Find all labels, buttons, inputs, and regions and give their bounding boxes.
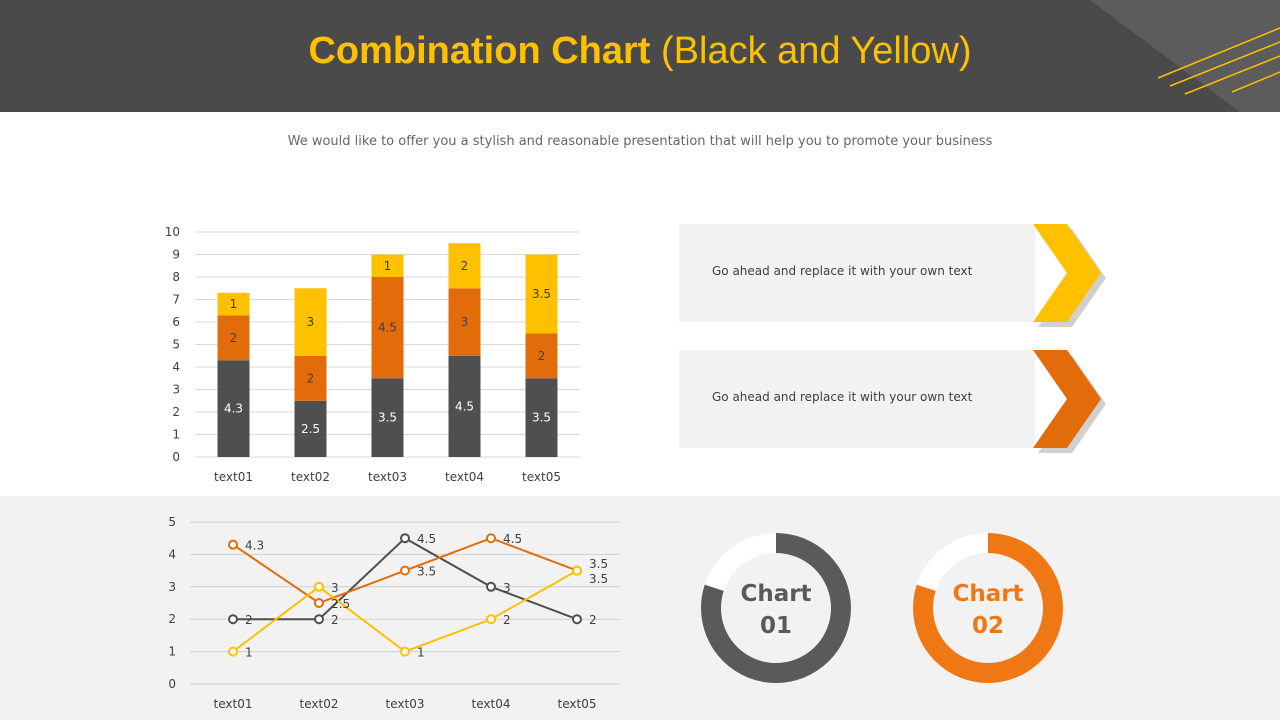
bar-data-label: 3.5 (532, 411, 551, 425)
chevron-yellow-icon (1033, 224, 1101, 322)
y-tick-label: 3 (172, 383, 180, 397)
bar-segment (448, 243, 481, 289)
bar-segment (294, 355, 327, 401)
bar-segment (448, 355, 481, 457)
y-tick-label: 4 (172, 360, 180, 374)
bar-data-label: 3 (461, 315, 469, 329)
y-tick-label: 0 (172, 450, 180, 464)
y-tick-label: 5 (172, 338, 180, 352)
bar-data-label: 1 (384, 259, 392, 273)
bar-data-label: 2 (307, 371, 315, 385)
x-tick-label: text04 (445, 470, 484, 484)
bar-data-label: 4.5 (455, 399, 474, 413)
page-title: Combination Chart (Black and Yellow) (0, 30, 1280, 73)
bar-segment (525, 333, 558, 379)
bar-data-label: 1 (230, 297, 238, 311)
y-tick-label: 9 (172, 248, 180, 262)
y-tick-label: 8 (172, 270, 180, 284)
bar-segment (294, 288, 327, 356)
y-tick-label: 1 (172, 428, 180, 442)
bar-data-label: 3.5 (378, 411, 397, 425)
bar-data-label: 3.5 (532, 287, 551, 301)
y-tick-label: 7 (172, 293, 180, 307)
callout-2-text: Go ahead and replace it with your own te… (712, 390, 973, 404)
bar-data-label: 2.5 (301, 422, 320, 436)
bar-segment (371, 378, 404, 457)
title-rest: (Black and Yellow) (661, 30, 972, 72)
bar-data-label: 3 (307, 315, 315, 329)
bar-segment (217, 315, 250, 361)
y-tick-label: 2 (172, 405, 180, 419)
callout-1-text: Go ahead and replace it with your own te… (712, 264, 973, 278)
bar-segment (525, 378, 558, 457)
bar-segment (371, 277, 404, 379)
bar-segment (217, 292, 250, 316)
header-banner: Combination Chart (Black and Yellow) (0, 0, 1280, 112)
bar-segment (448, 288, 481, 356)
bar-data-label: 2 (461, 259, 469, 273)
bar-segment (217, 360, 250, 457)
y-tick-label: 10 (165, 225, 180, 239)
title-bold: Combination Chart (308, 30, 651, 72)
bar-data-label: 2 (230, 331, 238, 345)
bar-data-label: 4.3 (224, 402, 243, 416)
x-tick-label: text03 (368, 470, 407, 484)
bar-segment (294, 400, 327, 457)
header-decoration (1090, 0, 1280, 112)
bar-segment (525, 254, 558, 334)
bottom-band (0, 496, 1280, 720)
bar-data-label: 2 (538, 349, 546, 363)
chevron-orange-icon (1033, 350, 1101, 448)
x-tick-label: text01 (214, 470, 253, 484)
subtitle: We would like to offer you a stylish and… (287, 134, 993, 149)
x-tick-label: text05 (522, 470, 561, 484)
bar-segment (371, 254, 404, 277)
callout-2: Go ahead and replace it with your own te… (679, 350, 1035, 448)
x-tick-label: text02 (291, 470, 330, 484)
y-tick-label: 6 (172, 315, 180, 329)
callout-1: Go ahead and replace it with your own te… (679, 224, 1035, 322)
bar-data-label: 4.5 (378, 321, 397, 335)
